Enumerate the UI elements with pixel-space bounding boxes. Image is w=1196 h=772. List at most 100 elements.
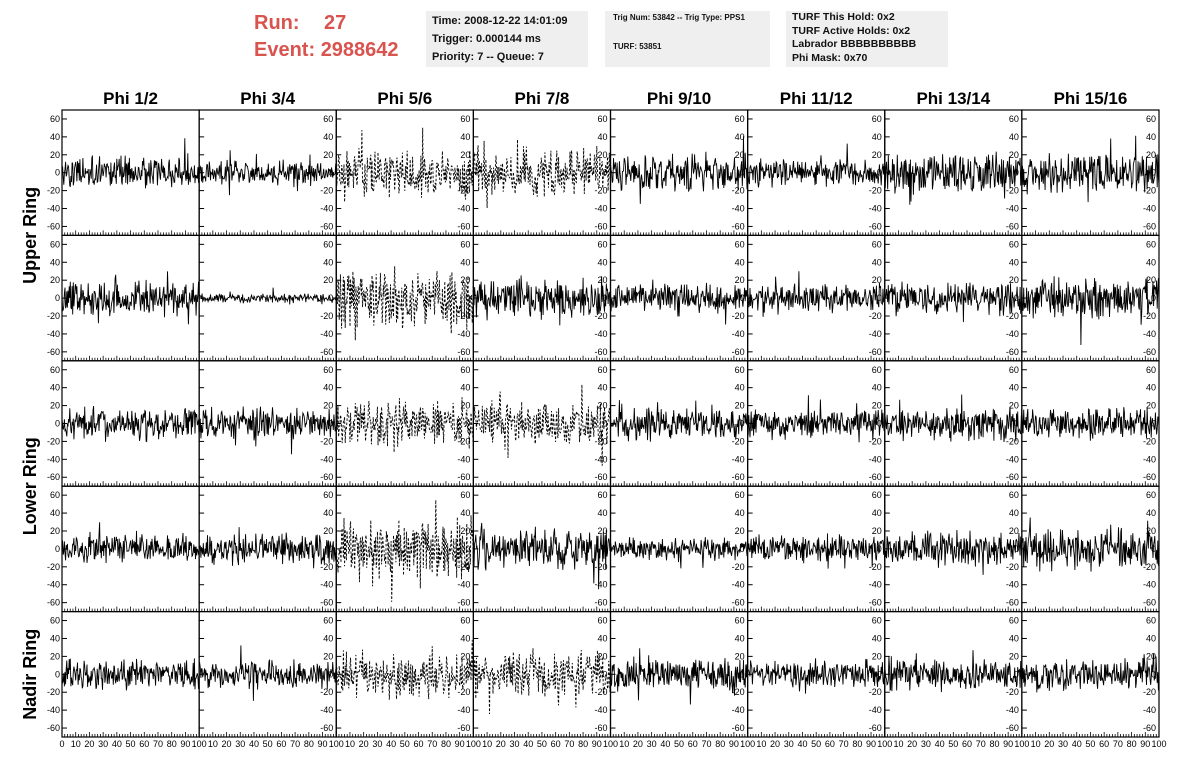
waveform-trace: [472, 384, 611, 466]
y-tick-label: 40: [460, 132, 470, 142]
y-tick-label: 20: [1146, 401, 1156, 411]
y-tick-label: 40: [323, 383, 333, 393]
waveform-trace: [472, 648, 611, 715]
y-tick-label: -40: [594, 204, 607, 214]
y-tick-label: -60: [869, 723, 882, 733]
waveform-trace: [335, 266, 474, 341]
y-tick-label: 60: [460, 616, 470, 626]
y-tick-label: 40: [1009, 508, 1019, 518]
x-tick-label: 10: [208, 739, 218, 749]
waveform-trace: [61, 658, 200, 691]
y-tick-label: -20: [320, 186, 333, 196]
column-header: Phi 15/16: [1054, 89, 1128, 108]
y-tick-label: 0: [55, 669, 60, 679]
waveform-trace: [610, 279, 748, 325]
y-tick-label: -20: [594, 562, 607, 572]
y-tick-label: -40: [594, 454, 607, 464]
y-tick-label: 60: [735, 616, 745, 626]
turf-hold-box: TURF This Hold: 0x2 TURF Active Holds: 0…: [786, 11, 948, 67]
y-tick-label: -40: [594, 329, 607, 339]
y-tick-label: 20: [735, 401, 745, 411]
y-tick-label: 20: [1009, 651, 1019, 661]
x-tick-label: 70: [290, 739, 300, 749]
x-tick-label: 40: [249, 739, 259, 749]
waveform-trace: [61, 271, 200, 325]
column-header: Phi 11/12: [780, 89, 853, 108]
column-header: Phi 9/10: [647, 89, 711, 108]
y-tick-label: 60: [323, 114, 333, 124]
waveform-trace: [1021, 276, 1160, 346]
y-tick-label: -60: [320, 598, 333, 608]
y-tick-label: 0: [1151, 168, 1156, 178]
y-tick-label: -40: [732, 204, 745, 214]
y-tick-label: -20: [47, 186, 60, 196]
x-tick-label: 40: [660, 739, 670, 749]
y-tick-label: -20: [1143, 562, 1156, 572]
waveform-trace: [1021, 135, 1160, 203]
waveform-trace: [747, 533, 886, 569]
column-header: Phi 1/2: [103, 89, 158, 108]
x-tick-label: 80: [441, 739, 451, 749]
waveform-trace: [472, 275, 611, 326]
y-tick-label: -40: [732, 454, 745, 464]
y-tick-label: 40: [1146, 132, 1156, 142]
y-tick-label: -20: [47, 687, 60, 697]
x-tick-label: 60: [414, 739, 424, 749]
y-tick-label: -40: [320, 454, 333, 464]
y-tick-label: -60: [47, 598, 60, 608]
waveform-trace: [61, 138, 200, 189]
waveform-trace: [335, 499, 474, 602]
y-tick-label: -60: [457, 598, 470, 608]
waveform-trace: [198, 527, 337, 569]
x-tick-label: 60: [276, 739, 286, 749]
x-tick-label: 50: [400, 739, 410, 749]
y-tick-label: -60: [457, 347, 470, 357]
y-tick-label: 60: [460, 365, 470, 375]
y-tick-label: 0: [1014, 544, 1019, 554]
x-tick-label: 30: [510, 739, 520, 749]
y-tick-label: 20: [597, 651, 607, 661]
y-tick-label: 40: [460, 257, 470, 267]
y-tick-label: 60: [597, 365, 607, 375]
panel-frame: [335, 485, 474, 613]
x-tick-label: 50: [1085, 739, 1095, 749]
event-value: 2988642: [320, 39, 399, 61]
waveform-trace: [61, 522, 200, 564]
y-tick-label: 0: [740, 544, 745, 554]
y-tick-label: 40: [597, 508, 607, 518]
y-tick-label: 20: [735, 526, 745, 536]
x-tick-label: 30: [784, 739, 794, 749]
y-tick-label: -20: [320, 436, 333, 446]
y-tick-label: -60: [1143, 347, 1156, 357]
y-tick-label: 20: [50, 150, 60, 160]
y-tick-label: -20: [1006, 436, 1019, 446]
y-tick-label: -20: [594, 186, 607, 196]
y-tick-label: 0: [328, 293, 333, 303]
y-tick-label: -60: [1143, 221, 1156, 231]
waveform-trace: [1021, 653, 1160, 693]
waveform-trace: [335, 640, 474, 700]
y-tick-label: -40: [457, 204, 470, 214]
y-tick-label: 0: [602, 419, 607, 429]
x-tick-label: 10: [619, 739, 629, 749]
y-tick-label: -20: [869, 311, 882, 321]
y-tick-label: 60: [872, 365, 882, 375]
y-tick-label: -20: [457, 687, 470, 697]
y-tick-label: -40: [869, 454, 882, 464]
y-tick-label: -40: [320, 204, 333, 214]
y-tick-label: -60: [47, 723, 60, 733]
y-tick-label: 40: [1146, 257, 1156, 267]
x-tick-label: 90: [1140, 739, 1150, 749]
waveform-trace: [884, 529, 1023, 575]
x-tick-label: 70: [839, 739, 849, 749]
event-label: Event:: [254, 39, 316, 61]
y-tick-label: 40: [735, 132, 745, 142]
x-tick-label: 30: [1058, 739, 1068, 749]
x-tick-label: 20: [1044, 739, 1054, 749]
trig-num-box: Trig Num: 53842 -- Trig Type: PPS1 TURF:…: [605, 11, 770, 67]
y-tick-label: 40: [597, 383, 607, 393]
x-tick-label: 60: [825, 739, 835, 749]
x-tick-label: 20: [907, 739, 917, 749]
x-tick-label: 70: [564, 739, 574, 749]
y-tick-label: 40: [323, 633, 333, 643]
